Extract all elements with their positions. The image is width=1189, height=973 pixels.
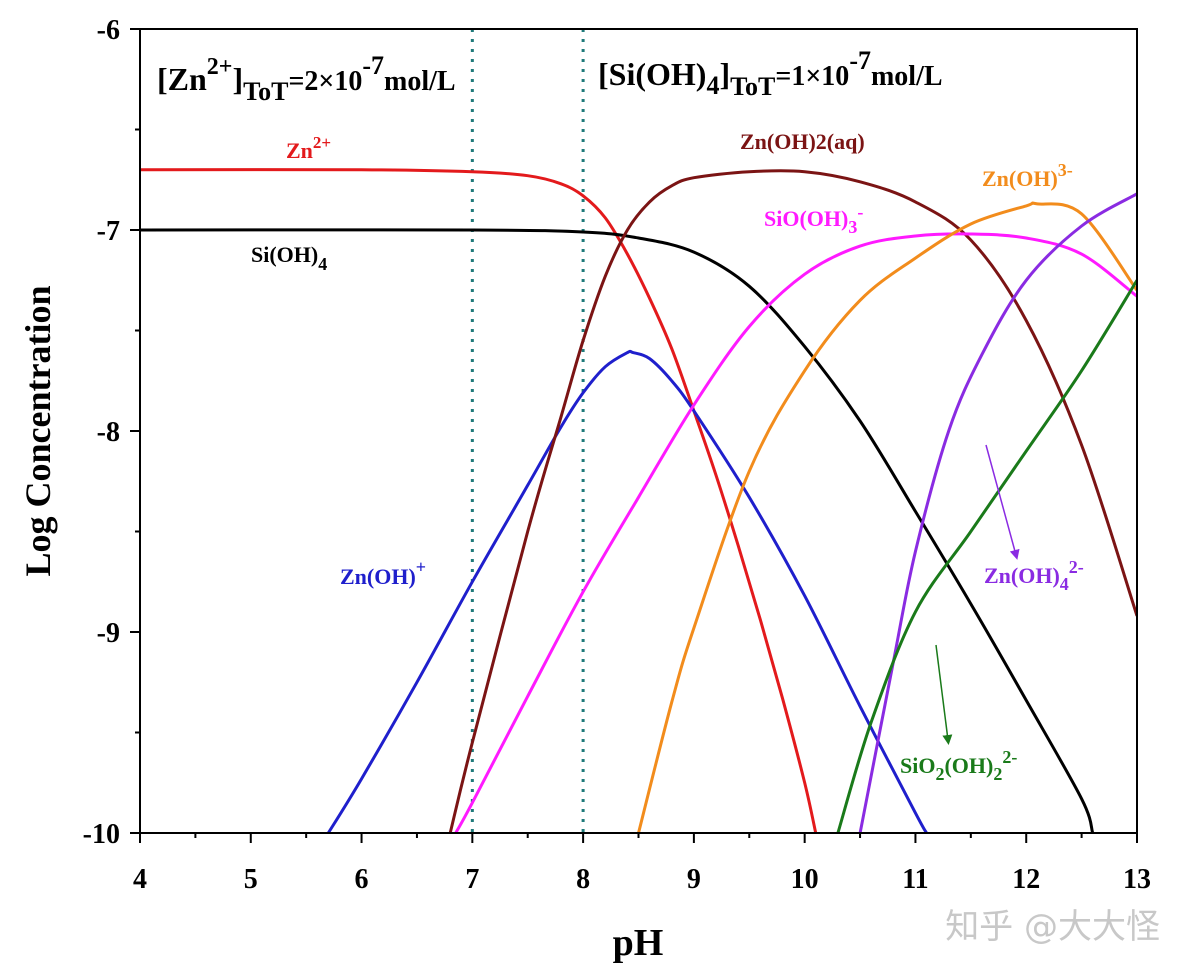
label-si-oh-4: Si(OH)4 bbox=[251, 242, 327, 274]
x-tick-label: 12 bbox=[1012, 864, 1040, 895]
label-zn2plus: Zn2+ bbox=[286, 133, 331, 163]
series-line-1 bbox=[140, 228, 1095, 833]
x-tick-label: 5 bbox=[244, 864, 258, 895]
series-line-6 bbox=[858, 192, 1137, 833]
reference-lines bbox=[470, 29, 585, 833]
x-tick-label: 13 bbox=[1123, 864, 1151, 895]
series-line-5 bbox=[637, 201, 1137, 833]
series-line-4 bbox=[454, 232, 1137, 833]
y-tick-label: -9 bbox=[97, 618, 120, 649]
watermark: 知乎 @大大怪 bbox=[945, 907, 1160, 947]
axis-ticks bbox=[130, 28, 1138, 843]
x-tick-label: 9 bbox=[687, 864, 701, 895]
series-line-0 bbox=[140, 168, 818, 833]
x-tick-label: 6 bbox=[355, 864, 369, 895]
x-tick-label: 4 bbox=[133, 864, 147, 895]
y-tick-label: -10 bbox=[83, 819, 120, 850]
y-axis-label: Log Concentration bbox=[18, 286, 58, 577]
x-tick-label: 7 bbox=[465, 864, 479, 895]
label-sio-oh-3-minus: SiO(OH)3- bbox=[764, 202, 863, 237]
y-tick-label: -6 bbox=[97, 15, 120, 46]
zn-total-annotation: [Zn2+]ToT=2×10-7mol/L bbox=[157, 51, 456, 106]
arrow-sio2-oh-2 bbox=[935, 644, 953, 745]
y-tick-label: -7 bbox=[97, 216, 120, 247]
arrow-zn-oh-4 bbox=[985, 444, 1020, 560]
x-axis-label: pH bbox=[613, 922, 664, 964]
label-zn-oh-4-2minus: Zn(OH)42- bbox=[984, 557, 1084, 594]
label-zn-oh-3-minus: Zn(OH)3- bbox=[982, 160, 1073, 191]
si-total-annotation: [Si(OH)4]ToT=1×10-7mol/L bbox=[598, 46, 943, 101]
x-tick-label: 8 bbox=[576, 864, 590, 895]
label-sio2-oh-2-2minus: SiO2(OH)22- bbox=[900, 747, 1017, 784]
x-tick-label: 10 bbox=[791, 864, 819, 895]
series-line-7 bbox=[836, 279, 1137, 833]
series-line-3 bbox=[448, 169, 1137, 833]
series-line-2 bbox=[327, 349, 928, 833]
series-curves bbox=[140, 168, 1137, 833]
x-tick-label: 11 bbox=[902, 864, 928, 895]
y-tick-label: -8 bbox=[97, 417, 120, 448]
label-zn-oh-plus: Zn(OH)+ bbox=[340, 557, 426, 589]
axis-tick-labels: 4 5 6 7 8 9 10 11 12 13 -6 -7 -8 -9 -10 bbox=[83, 15, 1151, 895]
label-zn-oh-2-aq: Zn(OH)2(aq) bbox=[740, 129, 865, 154]
